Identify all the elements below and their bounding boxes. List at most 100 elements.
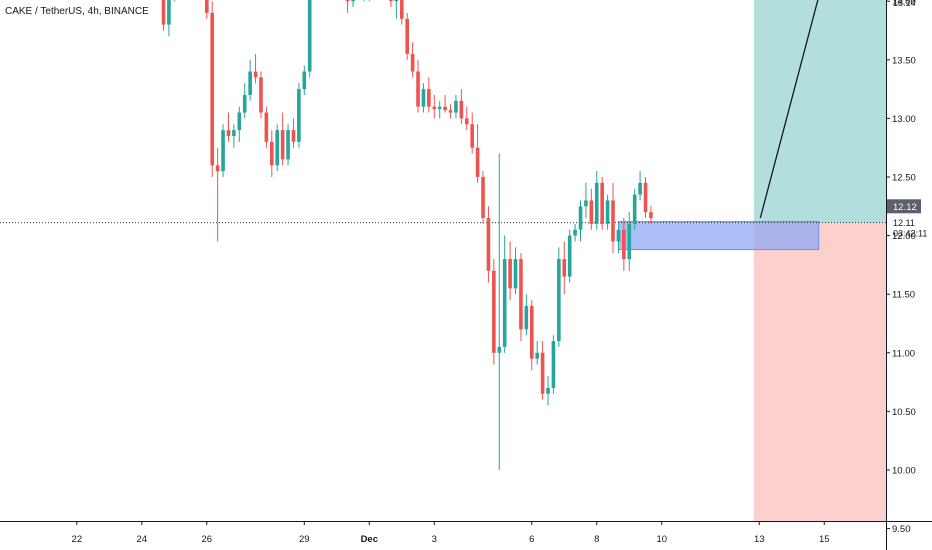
y-tick-label: 10.50: [892, 407, 916, 418]
candle-body: [605, 200, 610, 224]
candle-body: [264, 112, 269, 142]
candle-body: [270, 141, 274, 166]
candle-body: [470, 124, 474, 148]
x-tick-label: 22: [72, 534, 83, 545]
candle-body: [578, 206, 583, 230]
x-tick-label: 10: [656, 534, 667, 545]
candle-body: [464, 118, 469, 125]
entry-price-label: 12.11: [893, 218, 915, 228]
y-tick-label: 13.50: [892, 55, 916, 66]
candle-body: [405, 18, 409, 54]
price-axis-bg: [886, 0, 932, 550]
candle-body: [167, 0, 171, 25]
candle-body: [492, 270, 496, 353]
candle-body: [232, 130, 236, 136]
candle-body: [226, 130, 231, 136]
candle-body: [437, 106, 442, 110]
candle-body: [475, 147, 480, 177]
candle-body: [307, 0, 312, 72]
candle-body: [627, 223, 632, 260]
candle-body: [237, 112, 242, 131]
candle-body: [524, 305, 529, 330]
x-tick-label: 3: [432, 534, 437, 545]
y-tick-label: 11.00: [892, 348, 915, 359]
candle-body: [427, 89, 431, 107]
candle-body: [573, 229, 577, 236]
candle-body: [399, 0, 404, 19]
y-tick-label: 12.50: [892, 173, 916, 184]
y-tick-label: 9.50: [892, 524, 911, 535]
candle-body: [508, 259, 512, 289]
candle-body: [513, 259, 518, 289]
candle-body: [540, 352, 545, 394]
candle-body: [589, 200, 594, 224]
candle-body: [297, 89, 301, 142]
candle-body: [519, 259, 523, 330]
candle-body: [345, 0, 350, 2]
current-price-tag: [887, 199, 921, 214]
candle-body: [616, 229, 621, 242]
candle-body: [600, 182, 604, 224]
candle-body: [562, 259, 567, 277]
x-tick-label: 24: [137, 534, 148, 545]
y-tick-label: 11.50: [892, 290, 915, 301]
candle-body: [291, 130, 296, 142]
candle-body: [351, 0, 355, 2]
candle-body: [535, 352, 539, 359]
candle-body: [546, 387, 550, 394]
candle-body: [643, 182, 648, 213]
candle-body: [551, 341, 556, 388]
y-tick-label: 14.00: [892, 0, 916, 8]
support-zone[interactable]: [618, 221, 820, 251]
x-tick-label: 6: [529, 534, 534, 545]
candle-body: [416, 71, 420, 107]
candle-body: [649, 212, 653, 219]
candle-body: [529, 305, 534, 359]
current-price-label: 12.12: [893, 202, 917, 213]
x-tick-label: 13: [754, 534, 765, 545]
candle-body: [394, 0, 399, 2]
candle-body: [497, 346, 502, 353]
candle-body: [221, 130, 225, 172]
candle-body: [210, 12, 215, 166]
candle-body: [280, 130, 285, 160]
countdown-label: 03:42:11: [893, 229, 927, 239]
candle-body: [421, 89, 426, 107]
candle-body: [557, 259, 561, 342]
y-tick-label: 10.00: [892, 466, 916, 477]
arrow-line[interactable]: [759, 0, 932, 219]
x-tick-label: 29: [299, 534, 310, 545]
chart-title: CAKE / TetherUS, 4h, BINANCE: [5, 6, 149, 17]
candle-body: [638, 182, 642, 195]
x-tick-label: 26: [202, 534, 213, 545]
target-top-price: 18.14: [893, 0, 916, 8]
candle-body: [205, 0, 209, 13]
candle-body: [622, 229, 626, 260]
candle-body: [567, 235, 572, 277]
x-tick-label: Dec: [361, 534, 378, 545]
candle-body: [286, 130, 290, 160]
candle-body: [584, 200, 588, 207]
candle-body: [410, 53, 415, 72]
candle-body: [632, 194, 637, 224]
y-tick-label: 13.00: [892, 114, 916, 125]
candle-body: [594, 182, 599, 224]
candle-body: [443, 106, 447, 111]
candle-body: [389, 0, 393, 2]
candle-body: [275, 130, 280, 166]
candle-body: [502, 259, 507, 347]
candle-body: [242, 94, 247, 113]
x-tick-label: 15: [819, 534, 830, 545]
x-tick-label: 8: [594, 534, 599, 545]
candle-body: [215, 165, 220, 172]
candle-body: [302, 71, 307, 90]
time-axis-bg: [0, 521, 932, 550]
candle-body: [486, 218, 491, 271]
candle-body: [259, 77, 263, 113]
candle-body: [253, 71, 258, 78]
candle-body: [481, 177, 485, 219]
candle-body: [248, 71, 252, 95]
candle-body: [448, 110, 453, 113]
candle-body: [432, 106, 437, 110]
